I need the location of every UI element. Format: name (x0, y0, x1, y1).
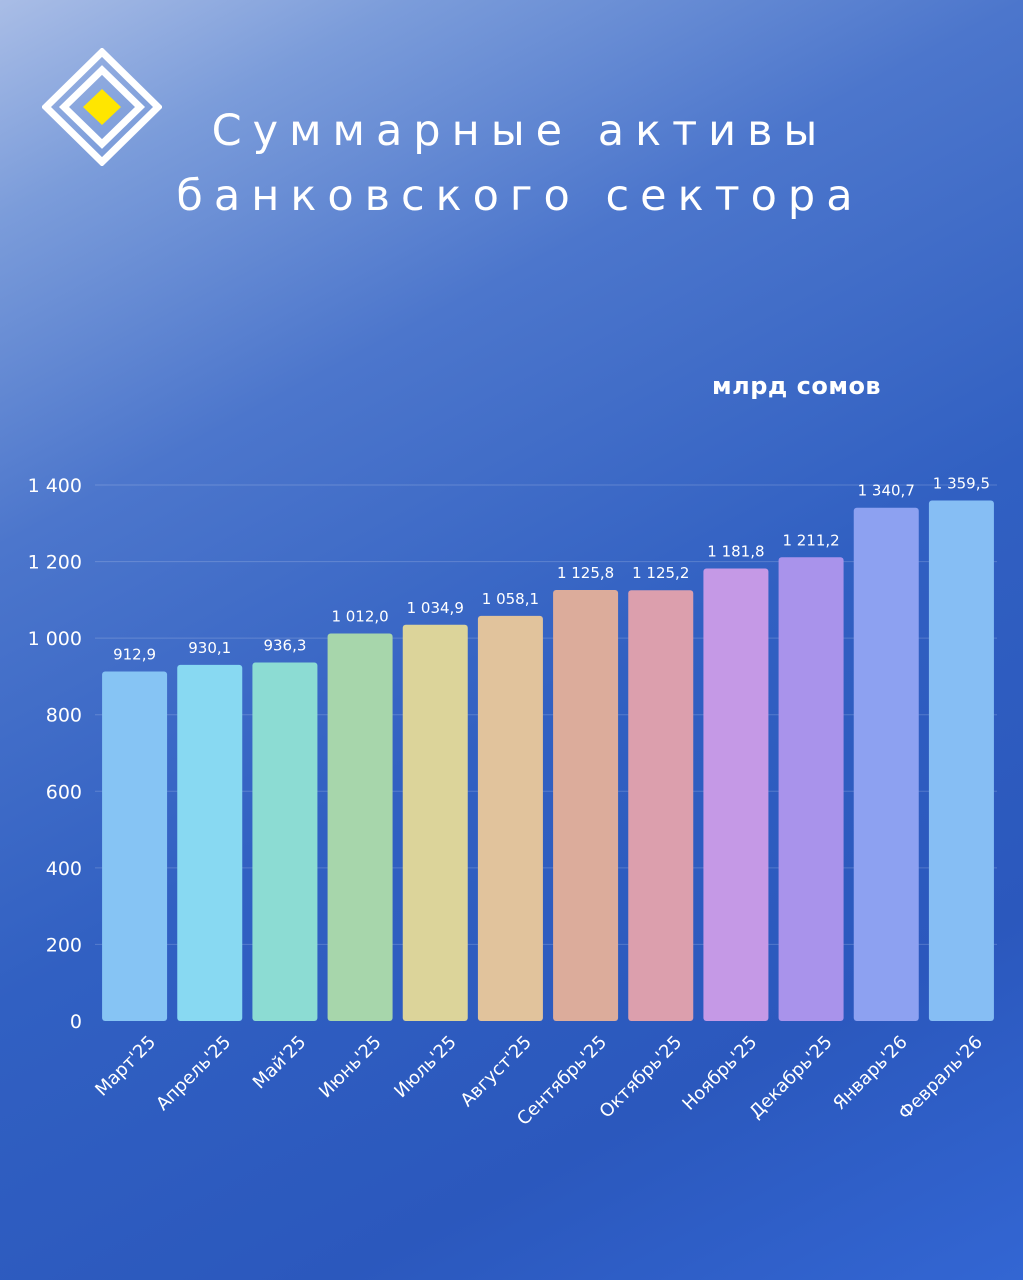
y-tick-label: 1 400 (28, 475, 82, 497)
data-label: 1 359,5 (933, 475, 990, 493)
bar (477, 615, 543, 1021)
x-tick-label: Январь'26 (829, 1032, 912, 1115)
bar (327, 633, 393, 1021)
chart-title-line2: банковского сектора (176, 171, 864, 221)
data-label: 1 012,0 (331, 608, 388, 626)
y-tick-label: 600 (46, 781, 82, 803)
x-tick-label: Апрель'25 (152, 1032, 235, 1115)
data-label: 1 034,9 (407, 599, 464, 617)
y-tick-label: 1 000 (28, 628, 82, 650)
bar (628, 590, 694, 1021)
y-tick-label: 200 (46, 934, 82, 956)
x-tick-label: Август'25 (457, 1032, 536, 1111)
x-tick-label: Май'25 (249, 1032, 311, 1094)
bar (177, 664, 243, 1021)
bar (703, 568, 769, 1021)
data-label: 1 125,2 (632, 564, 689, 582)
x-tick-label: Июнь'25 (315, 1032, 386, 1103)
y-tick-label: 1 200 (28, 552, 82, 574)
bar (853, 507, 919, 1021)
bar (928, 500, 994, 1021)
units-label: млрд сомов (712, 372, 882, 400)
chart-title-line1: Суммарные активы (211, 106, 829, 156)
bar (778, 557, 844, 1021)
data-label: 930,1 (188, 639, 231, 657)
bar (102, 671, 168, 1021)
y-tick-label: 800 (46, 705, 82, 727)
data-label: 1 058,1 (482, 590, 539, 608)
bar (553, 589, 619, 1021)
x-tick-label: Ноябрь'25 (678, 1032, 761, 1115)
data-label: 1 125,8 (557, 564, 614, 582)
data-label: 936,3 (263, 637, 306, 655)
data-label: 1 181,8 (707, 543, 764, 561)
diamond-logo-icon (42, 48, 162, 166)
y-tick-label: 0 (70, 1011, 82, 1033)
data-label: 1 340,7 (858, 482, 915, 500)
x-tick-label: Март'25 (91, 1032, 160, 1101)
bar (402, 624, 468, 1021)
data-label: 1 211,2 (782, 531, 839, 549)
data-label: 912,9 (113, 645, 156, 663)
bar (252, 662, 318, 1021)
y-tick-label: 400 (46, 858, 82, 880)
x-tick-label: Июль'25 (390, 1032, 460, 1102)
